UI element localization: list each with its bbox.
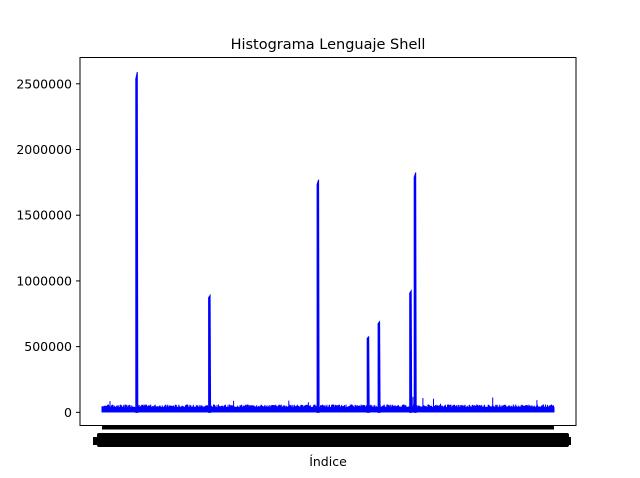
x-axis-label: Índice <box>309 454 347 469</box>
y-axis: 0 500000 1000000 1500000 2000000 2500000 <box>16 76 80 420</box>
chart-title: Histograma Lenguaje Shell <box>231 37 426 53</box>
x-axis <box>93 425 571 447</box>
y-tick-label: 0 <box>64 405 72 420</box>
series-spike <box>208 293 212 413</box>
y-tick-label: 2500000 <box>16 76 72 91</box>
series-spike <box>409 289 413 413</box>
series-spike <box>413 172 417 413</box>
plot-area <box>101 71 555 413</box>
y-tick-label: 2000000 <box>16 142 72 157</box>
series-spike <box>135 71 139 413</box>
plot-frame <box>79 57 577 426</box>
y-tick-label: 500000 <box>24 339 72 354</box>
series-spike <box>316 179 320 413</box>
series-spike <box>366 335 370 413</box>
y-tick-label: 1500000 <box>16 208 72 223</box>
series-baseline-band <box>102 406 554 413</box>
x-tick-labels-overlap <box>93 425 571 447</box>
series-spike <box>377 320 381 413</box>
y-tick-label: 1000000 <box>16 273 72 288</box>
